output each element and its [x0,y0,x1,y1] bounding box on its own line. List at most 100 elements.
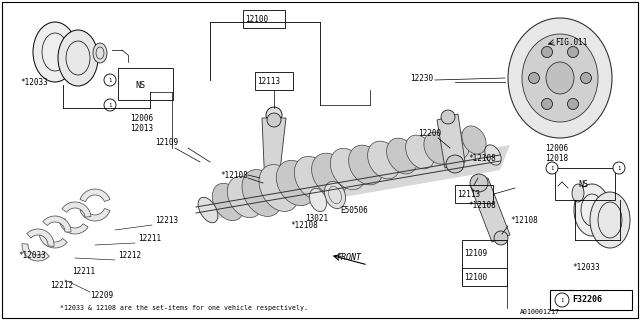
Text: 1: 1 [561,298,564,302]
Circle shape [546,162,558,174]
Bar [455,185,493,203]
Ellipse shape [367,141,401,179]
Ellipse shape [309,188,326,212]
Text: NS: NS [578,180,588,188]
Text: 13021: 13021 [305,213,328,222]
Text: 12006: 12006 [130,114,153,123]
Text: 12209: 12209 [90,291,113,300]
Text: *12033 & 12108 are the set-items for one vehicle respectively.: *12033 & 12108 are the set-items for one… [60,305,308,311]
Ellipse shape [522,34,598,122]
Polygon shape [22,244,49,261]
Ellipse shape [242,170,282,216]
Circle shape [104,74,116,86]
Text: *12108: *12108 [468,201,496,210]
Text: A010001217: A010001217 [520,309,560,315]
Circle shape [580,73,591,84]
Text: 12211: 12211 [138,234,161,243]
Ellipse shape [546,62,574,94]
Ellipse shape [93,43,107,63]
Polygon shape [210,145,510,220]
Bar [118,68,173,100]
Text: 1: 1 [618,165,621,171]
Text: FIG.011: FIG.011 [555,37,588,46]
Ellipse shape [572,184,584,202]
Text: 12200: 12200 [418,129,441,138]
Text: 1: 1 [108,102,111,108]
Text: *12108: *12108 [220,171,248,180]
Ellipse shape [294,156,332,200]
Text: 12100: 12100 [464,273,487,282]
Circle shape [446,155,464,173]
Polygon shape [470,178,510,242]
Circle shape [555,293,569,307]
Bar [255,72,293,90]
Ellipse shape [462,126,486,154]
Ellipse shape [276,160,316,206]
Polygon shape [437,114,465,168]
Circle shape [266,107,282,123]
Text: *12033: *12033 [572,263,600,273]
Ellipse shape [349,145,383,185]
Circle shape [529,73,540,84]
Text: 12100: 12100 [245,14,268,23]
Text: NS: NS [135,81,145,90]
Text: 12006: 12006 [545,143,568,153]
Text: 12212: 12212 [50,281,73,290]
Ellipse shape [443,129,469,159]
Circle shape [568,99,579,109]
Bar [462,268,507,286]
Polygon shape [59,219,88,234]
Text: F32206: F32206 [572,295,602,305]
Text: 12113: 12113 [257,76,280,85]
Ellipse shape [33,22,77,82]
Text: FRONT: FRONT [337,253,362,262]
Bar [243,10,285,28]
Circle shape [613,162,625,174]
Polygon shape [43,216,71,232]
Circle shape [267,113,281,127]
Text: 12013: 12013 [130,124,153,132]
Text: 12230: 12230 [410,74,433,83]
Text: 1: 1 [550,165,554,171]
Ellipse shape [590,192,630,248]
Circle shape [262,177,280,195]
Text: *12033: *12033 [20,77,48,86]
Polygon shape [80,189,110,202]
Polygon shape [27,229,54,246]
Ellipse shape [324,181,346,209]
Bar [555,168,615,200]
Polygon shape [262,118,286,188]
Circle shape [541,99,552,109]
Text: *12033: *12033 [18,251,45,260]
Text: *12108: *12108 [510,215,538,225]
Text: 12212: 12212 [118,251,141,260]
Ellipse shape [387,138,417,174]
Circle shape [568,46,579,58]
Ellipse shape [574,184,610,236]
Text: 12211: 12211 [72,268,95,276]
Bar [462,240,507,285]
Polygon shape [80,208,110,221]
Circle shape [104,99,116,111]
Ellipse shape [58,30,98,86]
Ellipse shape [424,132,452,164]
Ellipse shape [330,148,365,190]
Ellipse shape [312,153,348,195]
Polygon shape [62,202,91,217]
Text: 12018: 12018 [545,154,568,163]
Text: E50506: E50506 [340,205,368,214]
Ellipse shape [259,164,299,212]
Ellipse shape [508,18,612,138]
Text: 12213: 12213 [155,215,178,225]
Circle shape [470,174,488,192]
Circle shape [541,46,552,58]
Polygon shape [39,232,67,248]
Text: *12108: *12108 [290,220,317,229]
Ellipse shape [198,197,218,223]
Text: 12113: 12113 [457,189,480,198]
Text: 12109: 12109 [155,138,178,147]
Ellipse shape [227,176,262,218]
Circle shape [441,110,455,124]
Text: 1: 1 [108,77,111,83]
Ellipse shape [212,183,244,221]
